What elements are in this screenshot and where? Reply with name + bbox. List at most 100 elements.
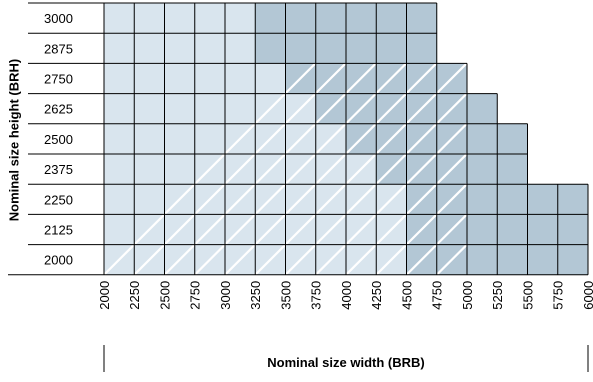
cell-3000-3250 <box>255 3 286 34</box>
x-tick-label: 5000 <box>460 281 475 310</box>
y-axis-title: Nominal size height (BRH) <box>0 0 28 382</box>
cell-2500-2500 <box>164 123 196 155</box>
cell-2750-3000 <box>225 63 256 94</box>
hatch-line <box>104 63 377 275</box>
y-tick-label: 2000 <box>44 253 73 268</box>
cell-2000-5750 <box>557 244 589 276</box>
cell-2375-2000 <box>104 154 135 185</box>
cell-2750-2750 <box>194 63 226 94</box>
hatch-line <box>163 63 438 275</box>
cell-2875-3500 <box>285 33 317 64</box>
cell-2375-2500 <box>164 154 196 185</box>
cell-3000-2750 <box>194 3 226 34</box>
cell-2375-5250 <box>497 154 528 185</box>
hatch-line <box>375 63 467 275</box>
x-tick-label: 6000 <box>581 281 593 310</box>
cell-2875-3750 <box>315 33 347 64</box>
cell-2125-2000 <box>104 214 135 245</box>
x-tick-label: 4750 <box>430 281 445 310</box>
cell-2750-2250 <box>134 63 165 94</box>
cell-2500-5000 <box>467 123 498 155</box>
y-tick-label: 2375 <box>44 162 73 177</box>
cell-3000-3500 <box>285 3 317 34</box>
x-tick-label: 2750 <box>188 281 203 310</box>
cell-2250-2250 <box>134 184 165 215</box>
x-tick-label: 2000 <box>97 281 112 310</box>
cell-2125-5750 <box>557 214 589 245</box>
x-tick-label: 4500 <box>400 281 415 310</box>
hatch-line <box>345 63 467 275</box>
y-tick-label: 2875 <box>44 41 73 56</box>
cell-2500-2000 <box>104 123 135 155</box>
hatch-line <box>133 63 407 275</box>
cell-2500-5250 <box>497 123 528 155</box>
cell-2250-5250 <box>497 184 528 215</box>
cell-3000-3750 <box>315 3 347 34</box>
cell-2875-4500 <box>406 33 438 64</box>
cell-3000-3000 <box>225 3 256 34</box>
x-tick-label: 2500 <box>158 281 173 310</box>
cell-2875-2750 <box>194 33 226 64</box>
cell-2625-2250 <box>134 93 165 125</box>
y-tick-label: 2250 <box>44 192 73 207</box>
cell-2000-5500 <box>527 244 559 276</box>
hatch-line <box>284 63 467 275</box>
x-tick-label: 3000 <box>218 281 233 310</box>
cell-2750-3250 <box>255 63 286 94</box>
cell-3000-2000 <box>104 3 135 34</box>
cell-2625-2000 <box>104 93 135 125</box>
y-tick-label: 2625 <box>44 102 73 117</box>
cell-2875-2000 <box>104 33 135 64</box>
cell-3000-4250 <box>376 3 407 34</box>
hatch-group <box>104 3 593 275</box>
cell-2250-5500 <box>527 184 559 215</box>
y-tick-label: 2125 <box>44 223 73 238</box>
cell-2250-5750 <box>557 184 589 215</box>
cell-2500-2250 <box>134 123 165 155</box>
hatch-line <box>588 3 593 275</box>
y-tick-label: 2500 <box>44 132 73 147</box>
cell-2875-3000 <box>225 33 256 64</box>
cell-2500-2750 <box>194 123 226 155</box>
cell-2875-4250 <box>376 33 407 64</box>
cell-2625-2500 <box>164 93 196 125</box>
x-tick-label: 5750 <box>551 281 566 310</box>
y-tick-label: 2750 <box>44 72 73 87</box>
x-axis-title: Nominal size width (BRB) <box>267 355 425 370</box>
cell-2125-5000 <box>467 214 498 245</box>
cell-2125-5500 <box>527 214 559 245</box>
cell-3000-2500 <box>164 3 196 34</box>
x-tick-label: 3250 <box>248 281 263 310</box>
cell-2875-3250 <box>255 33 286 64</box>
cell-3000-4000 <box>346 3 377 34</box>
cell-2750-2000 <box>104 63 135 94</box>
x-tick-label: 3500 <box>279 281 294 310</box>
cell-3000-4500 <box>406 3 438 34</box>
x-tick-label: 4250 <box>369 281 384 310</box>
cell-2250-5000 <box>467 184 498 215</box>
cell-2625-3000 <box>225 93 256 125</box>
cell-2875-2500 <box>164 33 196 64</box>
y-tick-label: 3000 <box>44 11 73 26</box>
cell-2375-5000 <box>467 154 498 185</box>
hatch-line <box>224 63 467 275</box>
cell-2000-5250 <box>497 244 528 276</box>
cell-2625-5000 <box>467 93 498 125</box>
cell-2125-5250 <box>497 214 528 245</box>
x-tick-label: 4000 <box>339 281 354 310</box>
x-tick-label: 3750 <box>309 281 324 310</box>
cell-2750-2500 <box>164 63 196 94</box>
cell-2875-2250 <box>134 33 165 64</box>
cell-2625-2750 <box>194 93 226 125</box>
hatch-line <box>405 63 467 275</box>
hatch-line <box>254 63 467 275</box>
cell-2375-2250 <box>134 154 165 185</box>
hatch-line <box>314 63 467 275</box>
x-tick-label: 5250 <box>490 281 505 310</box>
y-axis-title-text: Nominal size height (BRH) <box>6 58 22 222</box>
cell-2250-2000 <box>104 184 135 215</box>
cell-3000-2250 <box>134 3 165 34</box>
cell-2875-4000 <box>346 33 377 64</box>
